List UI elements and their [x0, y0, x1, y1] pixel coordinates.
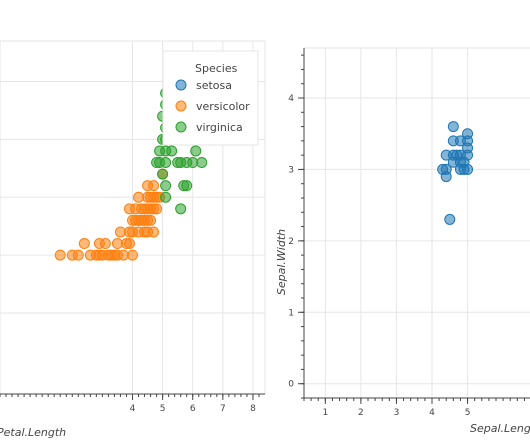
point-versicolor [133, 226, 145, 238]
point-versicolor [148, 180, 160, 192]
left-ticks: 4 5 6 7 8 [0, 394, 260, 414]
left-x-axis-label: Petal.Length [0, 426, 66, 439]
legend-title: Species [195, 62, 238, 75]
right-x-tick-label: 1 [322, 408, 328, 418]
left-x-tick-label: 7 [220, 404, 226, 414]
point-setosa [447, 121, 459, 133]
point-setosa [462, 128, 474, 140]
right-ticks: 1 2 3 4 5 0 1 2 3 4 [288, 54, 525, 418]
point-versicolor [108, 249, 120, 261]
legend: Species setosa versicolor virginica [162, 50, 259, 146]
right-points [437, 121, 474, 225]
point-virginica [160, 157, 172, 169]
point-setosa [454, 149, 466, 161]
legend-marker-setosa [175, 79, 187, 91]
point-setosa [462, 163, 474, 175]
right-x-axis-label: Sepal.Length [470, 422, 530, 435]
point-virginica [157, 168, 169, 180]
point-virginica [196, 157, 208, 169]
point-virginica [187, 157, 199, 169]
point-virginica [181, 180, 193, 192]
right-y-tick-label: 4 [288, 94, 294, 104]
legend-label-versicolor: versicolor [196, 100, 250, 113]
legend-items: setosa versicolor virginica [175, 79, 250, 134]
point-versicolor [123, 238, 135, 250]
point-versicolor [72, 249, 84, 261]
point-virginica [175, 203, 187, 215]
right-axes [303, 48, 530, 399]
right-x-tick-label: 5 [465, 408, 471, 418]
point-virginica [166, 145, 178, 157]
point-versicolor [117, 249, 129, 261]
point-versicolor [78, 238, 90, 250]
point-versicolor [127, 249, 138, 261]
right-x-tick-label: 2 [358, 408, 364, 418]
point-virginica [160, 191, 172, 203]
right-x-tick-label: 3 [394, 408, 400, 418]
legend-label-setosa: setosa [196, 79, 232, 92]
left-x-tick-label: 4 [130, 404, 136, 414]
left-x-tick-label: 8 [250, 404, 256, 414]
left-x-tick-label: 6 [190, 404, 196, 414]
petal-scatter-plot: 4 5 6 7 8 Petal.Length Species setosa versico… [0, 40, 266, 439]
point-setosa [440, 163, 452, 175]
point-versicolor [148, 226, 160, 238]
right-grid [303, 47, 530, 399]
right-y-axis-label: Sepal.Width [275, 229, 288, 295]
right-x-tick-label: 4 [429, 408, 435, 418]
point-versicolor [54, 249, 66, 261]
point-versicolor [145, 191, 157, 203]
right-y-tick-label: 3 [288, 165, 294, 175]
right-y-tick-label: 1 [288, 308, 294, 318]
left-x-tick-label: 5 [160, 404, 166, 414]
point-versicolor [145, 214, 157, 226]
point-virginica [160, 180, 172, 192]
point-setosa [444, 213, 456, 225]
right-y-tick-label: 0 [288, 380, 294, 390]
sepal-scatter-plot: 1 2 3 4 5 0 1 2 3 4 Sepal.Length Sepal.Width [275, 47, 530, 435]
right-plot-frame [303, 47, 530, 399]
point-versicolor [114, 226, 126, 238]
point-versicolor [142, 203, 154, 215]
point-virginica [190, 145, 202, 157]
point-versicolor [133, 191, 145, 203]
legend-marker-virginica [175, 121, 187, 133]
point-versicolor [99, 238, 111, 250]
right-y-tick-label: 2 [288, 237, 294, 247]
point-versicolor [111, 238, 123, 250]
legend-marker-versicolor [175, 100, 187, 112]
legend-label-virginica: virginica [196, 121, 243, 134]
